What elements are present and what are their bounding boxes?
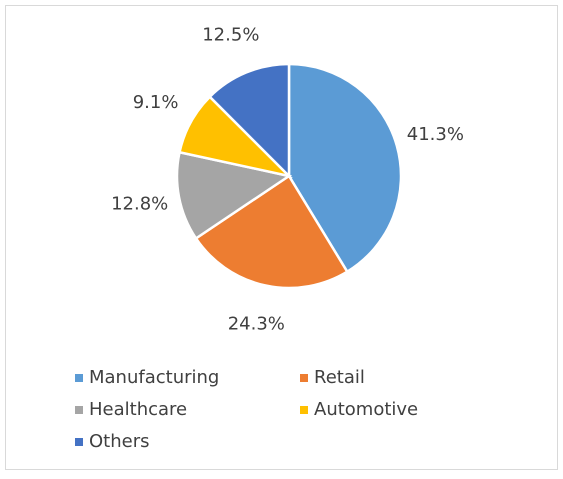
data-label: 41.3% — [407, 124, 464, 145]
legend-label: Retail — [314, 367, 365, 388]
legend-marker — [300, 374, 308, 382]
pie-slice — [208, 62, 291, 180]
legend-label: Healthcare — [89, 399, 187, 420]
legend-label: Manufacturing — [89, 367, 219, 388]
legend-marker — [75, 374, 83, 382]
data-label: 9.1% — [133, 92, 179, 113]
legend-marker — [75, 438, 83, 446]
data-label: 12.5% — [202, 25, 259, 46]
legend-marker — [75, 406, 83, 414]
data-label: 24.3% — [228, 313, 285, 334]
data-label: 12.8% — [111, 193, 168, 214]
pie-slice — [194, 174, 349, 290]
legend-label: Automotive — [314, 399, 418, 420]
pie-slice — [175, 150, 293, 241]
legend-label: Others — [89, 431, 150, 452]
legend-marker — [300, 406, 308, 414]
